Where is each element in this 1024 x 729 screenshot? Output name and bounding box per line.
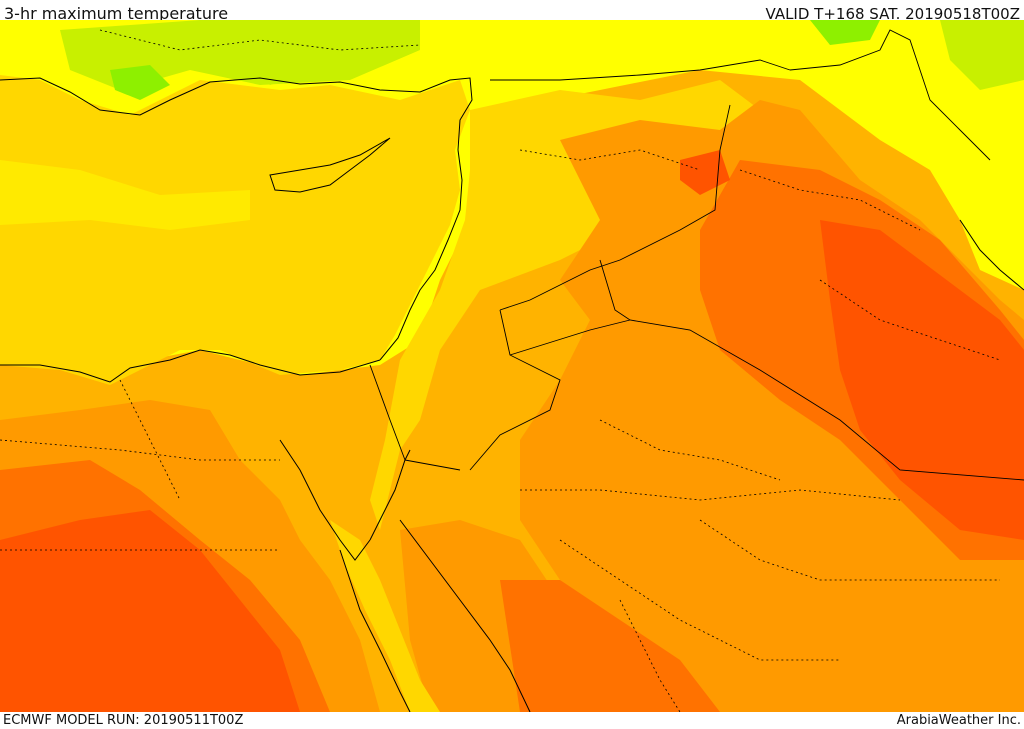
model-run: ECMWF MODEL RUN: 20190511T00Z	[3, 713, 244, 728]
coast-cyprus	[269, 137, 391, 193]
border-turkey-syria	[490, 59, 791, 81]
admin-line-4	[739, 169, 921, 231]
green-zone-highlands	[110, 65, 170, 100]
temperature-map	[0, 20, 1024, 712]
admin-line-8	[99, 29, 421, 51]
hot-zone-iraq	[820, 220, 1024, 540]
coast-red-sea-east	[399, 519, 531, 712]
coast-sinai	[369, 449, 411, 541]
admin-line-11	[119, 379, 181, 501]
valid-time: VALID T+168 SAT. 20190518T00Z	[765, 5, 1020, 23]
green-zone-coast	[240, 55, 300, 85]
admin-line-7	[699, 519, 1000, 581]
sea-light-area	[0, 160, 250, 230]
admin-line-6	[559, 539, 840, 661]
dark-orange-zone-south	[500, 580, 720, 712]
coastlines	[0, 77, 1024, 712]
admin-line-5	[520, 489, 901, 501]
border-saudi-iraq	[599, 259, 1024, 481]
country-borders	[369, 29, 1024, 481]
hot-zone-egypt	[0, 510, 300, 712]
admin-line-3	[519, 149, 701, 171]
border-jordan	[469, 309, 561, 471]
border-syria-iraq	[499, 104, 731, 311]
border-iran	[789, 29, 991, 161]
coast-red-sea-west	[339, 549, 411, 712]
coast-egypt	[0, 349, 381, 383]
credit-text: ArabiaWeather Inc.	[896, 713, 1021, 728]
admin-line-9	[819, 279, 1001, 361]
red-sea-strip	[330, 520, 440, 712]
map-title: 3-hr maximum temperature	[4, 4, 229, 23]
admin-line-1	[0, 439, 280, 461]
border-saudi-jordan	[404, 459, 461, 471]
coast-gulf-suez	[279, 439, 371, 561]
mediterranean-sea	[0, 75, 470, 385]
coast-levant	[379, 149, 463, 361]
border-jordan-saudi-2	[509, 319, 631, 356]
border-egypt-sinai	[369, 364, 406, 461]
coast-gulf	[959, 219, 1024, 291]
green-zone-east	[810, 20, 880, 45]
coast-turkey	[0, 77, 473, 151]
admin-borders	[0, 29, 1001, 712]
green-zone-iran	[940, 20, 1024, 90]
header-bar: 3-hr maximum temperature VALID T+168 SAT…	[0, 0, 1024, 23]
footer-bar: ECMWF MODEL RUN: 20190511T00Z ArabiaWeat…	[0, 712, 1024, 729]
